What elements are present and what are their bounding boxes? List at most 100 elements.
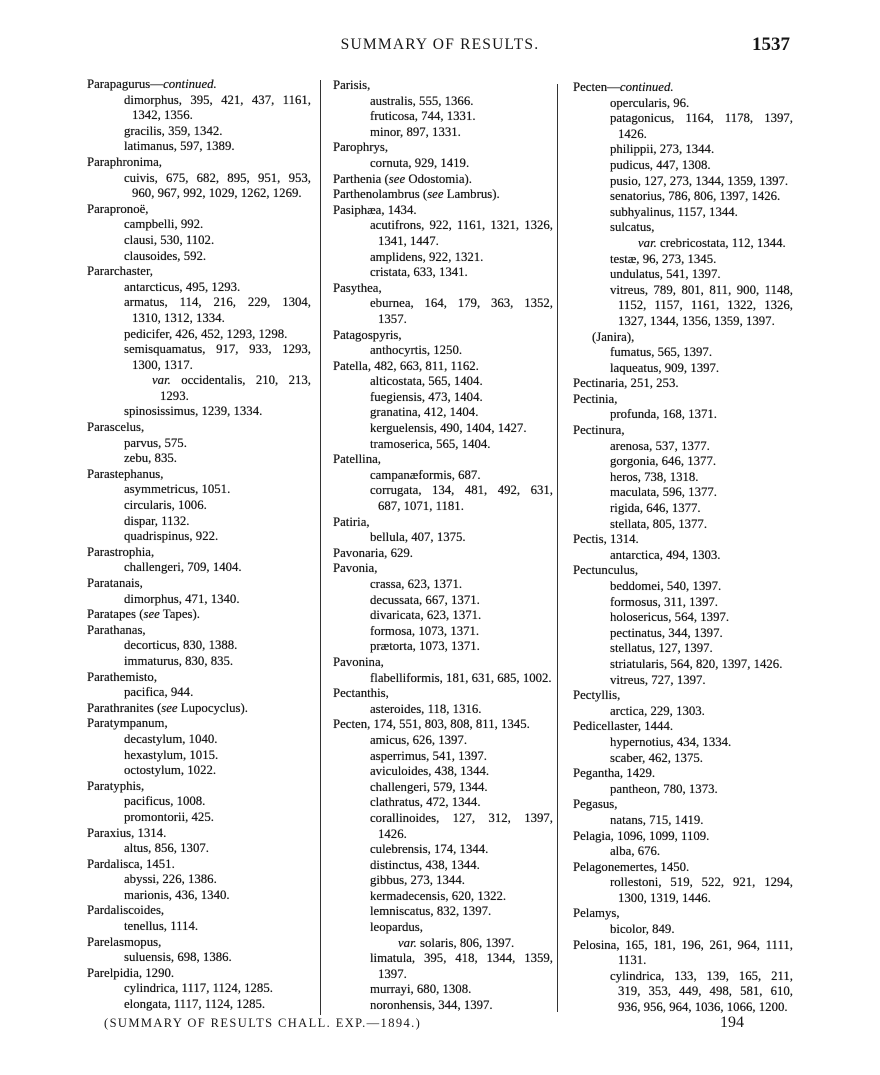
index-heading-entry: Parisis, (333, 78, 553, 94)
index-species-entry: abyssi, 226, 1386. (87, 872, 311, 888)
index-species-entry: cylindrica, 1117, 1124, 1285. (87, 981, 311, 997)
entry-text: suluensis, 698, 1386. (124, 950, 232, 965)
footer-note: (SUMMARY OF RESULTS CHALL. EXP.—1894.) (104, 1016, 422, 1030)
entry-text: Pelagonemertes, 1450. (573, 859, 690, 874)
index-species-entry: undulatus, 541, 1397. (573, 267, 793, 283)
index-species-entry: gorgonia, 646, 1377. (573, 454, 793, 470)
index-entry-continuation: 1310, 1312, 1334. (87, 311, 311, 327)
index-species-entry: laqueatus, 909, 1397. (573, 361, 793, 377)
entry-text: kerguelensis, 490, 1404, 1427. (370, 421, 527, 436)
entry-text: 1341, 1447. (378, 233, 439, 248)
entry-text: Pecten— (573, 80, 620, 94)
index-species-entry: asteroides, 118, 1316. (333, 702, 553, 718)
index-heading-entry: Pelagonemertes, 1450. (573, 860, 793, 876)
index-entry-continuation: 936, 956, 964, 1036, 1066, 1200. (573, 1000, 793, 1016)
index-entry-continuation: 1397. (333, 967, 553, 983)
italic-text: continued. (619, 80, 674, 94)
index-species-entry: maculata, 596, 1377. (573, 485, 793, 501)
index-heading-entry: Pectyllis, (573, 688, 793, 704)
entry-text: solaris, 806, 1397. (416, 935, 515, 950)
index-species-entry: bicolor, 849. (573, 922, 793, 938)
entry-text: murrayi, 680, 1308. (370, 982, 472, 997)
entry-text: pacificus, 1008. (124, 794, 206, 809)
index-species-entry: cristata, 633, 1341. (333, 265, 553, 281)
index-species-entry: campbelli, 992. (87, 217, 311, 233)
index-species-entry: antarcticus, 495, 1293. (87, 280, 311, 296)
column-divider-2 (557, 84, 558, 1012)
entry-text: undulatus, 541, 1397. (610, 267, 721, 282)
index-species-entry: marionis, 436, 1340. (87, 888, 311, 904)
entry-text: cuivis, 675, 682, 895, 951, 953, (124, 170, 311, 185)
entry-text: Patellina, (333, 452, 381, 467)
index-species-entry: arctica, 229, 1303. (573, 704, 793, 720)
index-species-entry: kermadecensis, 620, 1322. (333, 889, 553, 905)
entry-text: alba, 676. (610, 844, 661, 859)
entry-text: opercularis, 96. (610, 95, 690, 110)
index-heading-entry: Pelagia, 1096, 1099, 1109. (573, 829, 793, 845)
entry-text: Pavonaria, 629. (333, 545, 413, 560)
index-species-entry: limatula, 395, 418, 1344, 1359, (333, 951, 553, 967)
entry-text: aviculoides, 438, 1344. (370, 764, 490, 779)
index-species-entry: subhyalinus, 1157, 1344. (573, 205, 793, 221)
entry-text: Parastephanus, (87, 466, 164, 481)
entry-text: Pectanthis, (333, 686, 389, 701)
entry-text: 1152, 1157, 1161, 1322, 1326, (618, 298, 793, 313)
index-species-entry: clausi, 530, 1102. (87, 233, 311, 249)
index-species-entry: dimorphus, 471, 1340. (87, 592, 311, 608)
entry-text: Parthenia ( (333, 171, 389, 186)
entry-text: noronhensis, 344, 1397. (370, 998, 493, 1013)
index-species-entry: amicus, 626, 1397. (333, 733, 553, 749)
index-species-entry: stellatus, 127, 1397. (573, 641, 793, 657)
entry-text: 1310, 1312, 1334. (132, 310, 225, 325)
index-heading-entry: Pectinia, (573, 392, 793, 408)
entry-text: parvus, 575. (124, 435, 187, 450)
entry-text: promontorii, 425. (124, 809, 214, 824)
entry-text: subhyalinus, 1157, 1344. (610, 204, 738, 219)
entry-text: Parelpidia, 1290. (87, 965, 175, 980)
entry-text: corrugata, 134, 481, 492, 631, (370, 483, 553, 498)
index-heading-entry: Pectunculus, (573, 563, 793, 579)
entry-text: semisquamatus, 917, 933, 1293, (124, 342, 311, 357)
index-species-entry: altus, 856, 1307. (87, 841, 311, 857)
index-heading-entry: Pavonaria, 629. (333, 546, 553, 562)
index-entry-continuation: 687, 1071, 1181. (333, 499, 553, 515)
entry-text: Lupocyclus). (177, 700, 248, 715)
index-species-entry: decussata, 667, 1371. (333, 593, 553, 609)
index-species-entry: clathratus, 472, 1344. (333, 795, 553, 811)
index-heading-entry: Parelpidia, 1290. (87, 966, 311, 982)
index-heading-entry: Parathanas, (87, 623, 311, 639)
entry-text: hypernotius, 434, 1334. (610, 734, 732, 749)
index-species-entry: lemniscatus, 832, 1397. (333, 904, 553, 920)
index-heading-entry: Parascelus, (87, 420, 311, 436)
index-species-entry: immaturus, 830, 835. (87, 654, 311, 670)
index-species-entry: challengeri, 709, 1404. (87, 560, 311, 576)
index-entry-continuation: 1300, 1319, 1446. (573, 891, 793, 907)
entry-text: marionis, 436, 1340. (124, 887, 230, 902)
entry-text: stellata, 805, 1377. (610, 516, 708, 531)
entry-text: decorticus, 830, 1388. (124, 638, 238, 653)
entry-text: corallinoides, 127, 312, 1397, (370, 810, 553, 825)
index-species-entry: opercularis, 96. (573, 96, 793, 112)
entry-text: 1300, 1319, 1446. (618, 890, 711, 905)
index-species-entry: alba, 676. (573, 844, 793, 860)
index-species-entry: philippii, 273, 1344. (573, 142, 793, 158)
index-species-entry: pantheon, 780, 1373. (573, 782, 793, 798)
entry-text: tenellus, 1114. (124, 919, 199, 934)
index-species-entry: challengeri, 579, 1344. (333, 780, 553, 796)
entry-text: hexastylum, 1015. (124, 747, 219, 762)
entry-text: 1397. (378, 966, 407, 981)
entry-text: cristata, 633, 1341. (370, 265, 468, 280)
entry-text: Tapes). (159, 607, 200, 622)
entry-text: latimanus, 597, 1389. (124, 139, 235, 154)
index-species-entry: fuegiensis, 473, 1404. (333, 390, 553, 406)
index-species-entry: armatus, 114, 216, 229, 1304, (87, 295, 311, 311)
index-species-entry: amplidens, 922, 1321. (333, 250, 553, 266)
entry-text: formosa, 1073, 1371. (370, 623, 480, 638)
entry-text: testæ, 96, 273, 1345. (610, 251, 717, 266)
entry-text: Paratyphis, (87, 778, 145, 793)
entry-text: granatina, 412, 1404. (370, 405, 479, 420)
entry-text: Parapagurus— (87, 77, 164, 91)
entry-text: 1357. (378, 311, 407, 326)
entry-text: crassa, 623, 1371. (370, 577, 463, 591)
entry-text: vitreus, 727, 1397. (610, 672, 706, 687)
